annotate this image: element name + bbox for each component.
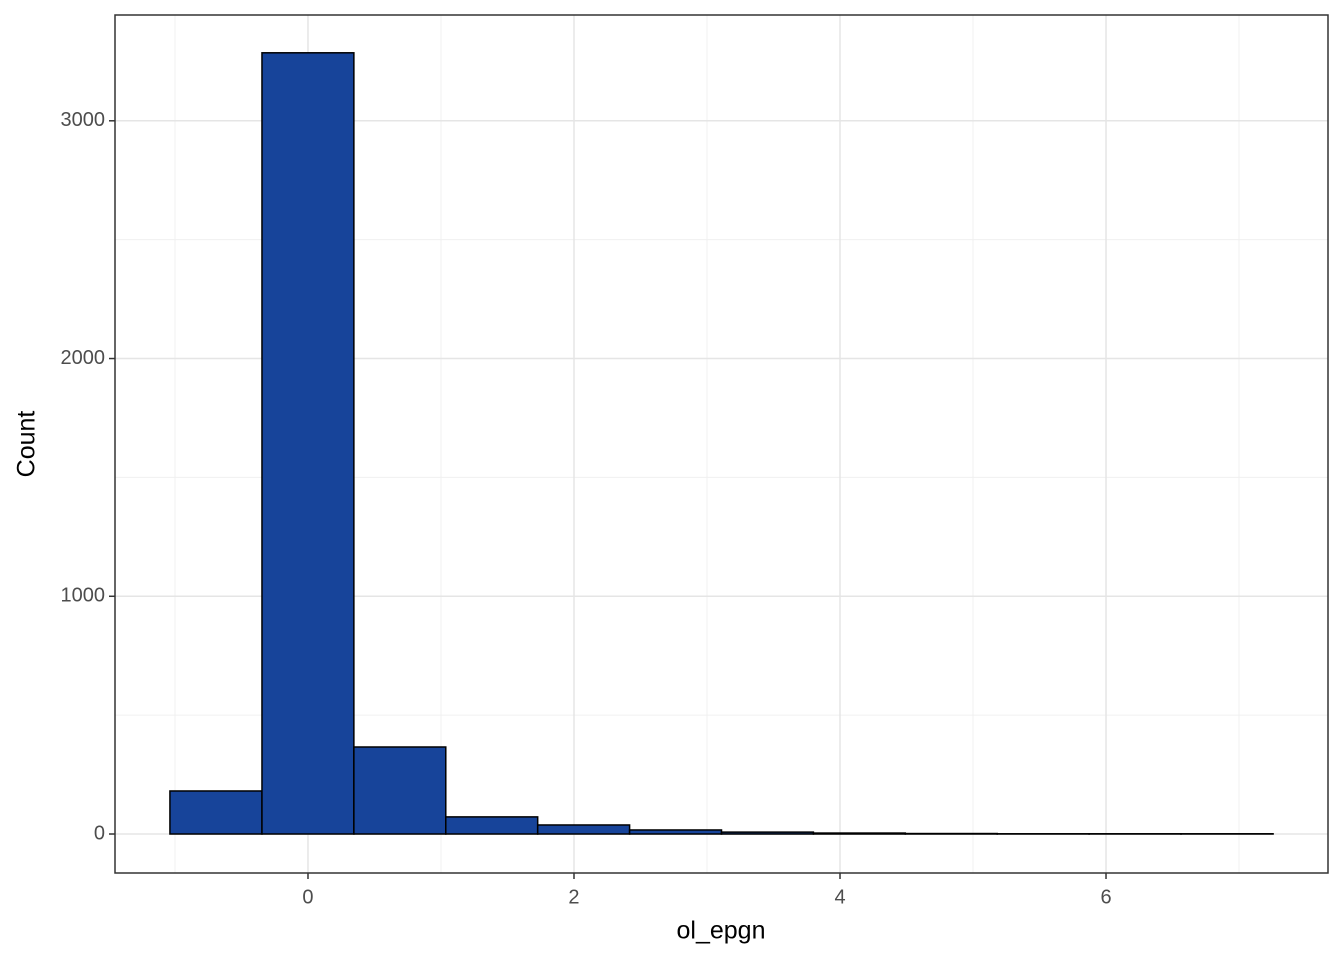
bar xyxy=(353,746,447,835)
bar xyxy=(261,52,355,835)
bar xyxy=(536,824,631,835)
bar xyxy=(720,831,815,835)
x-tick-label: 2 xyxy=(568,886,579,908)
y-axis-title: Count xyxy=(13,411,41,478)
y-tick-label: 2000 xyxy=(61,347,106,369)
bar xyxy=(628,829,723,835)
bar xyxy=(169,790,263,835)
bar xyxy=(812,832,907,835)
bar xyxy=(445,816,539,835)
plot-border xyxy=(114,14,1329,874)
y-tick-label: 3000 xyxy=(61,109,106,131)
x-tick-label: 6 xyxy=(1100,886,1111,908)
y-tick-label: 1000 xyxy=(61,585,106,607)
x-tick-label: 0 xyxy=(302,886,313,908)
x-axis-title: ol_epgn xyxy=(677,917,766,945)
y-tick-label: 0 xyxy=(94,822,105,844)
x-tick-label: 4 xyxy=(834,886,845,908)
